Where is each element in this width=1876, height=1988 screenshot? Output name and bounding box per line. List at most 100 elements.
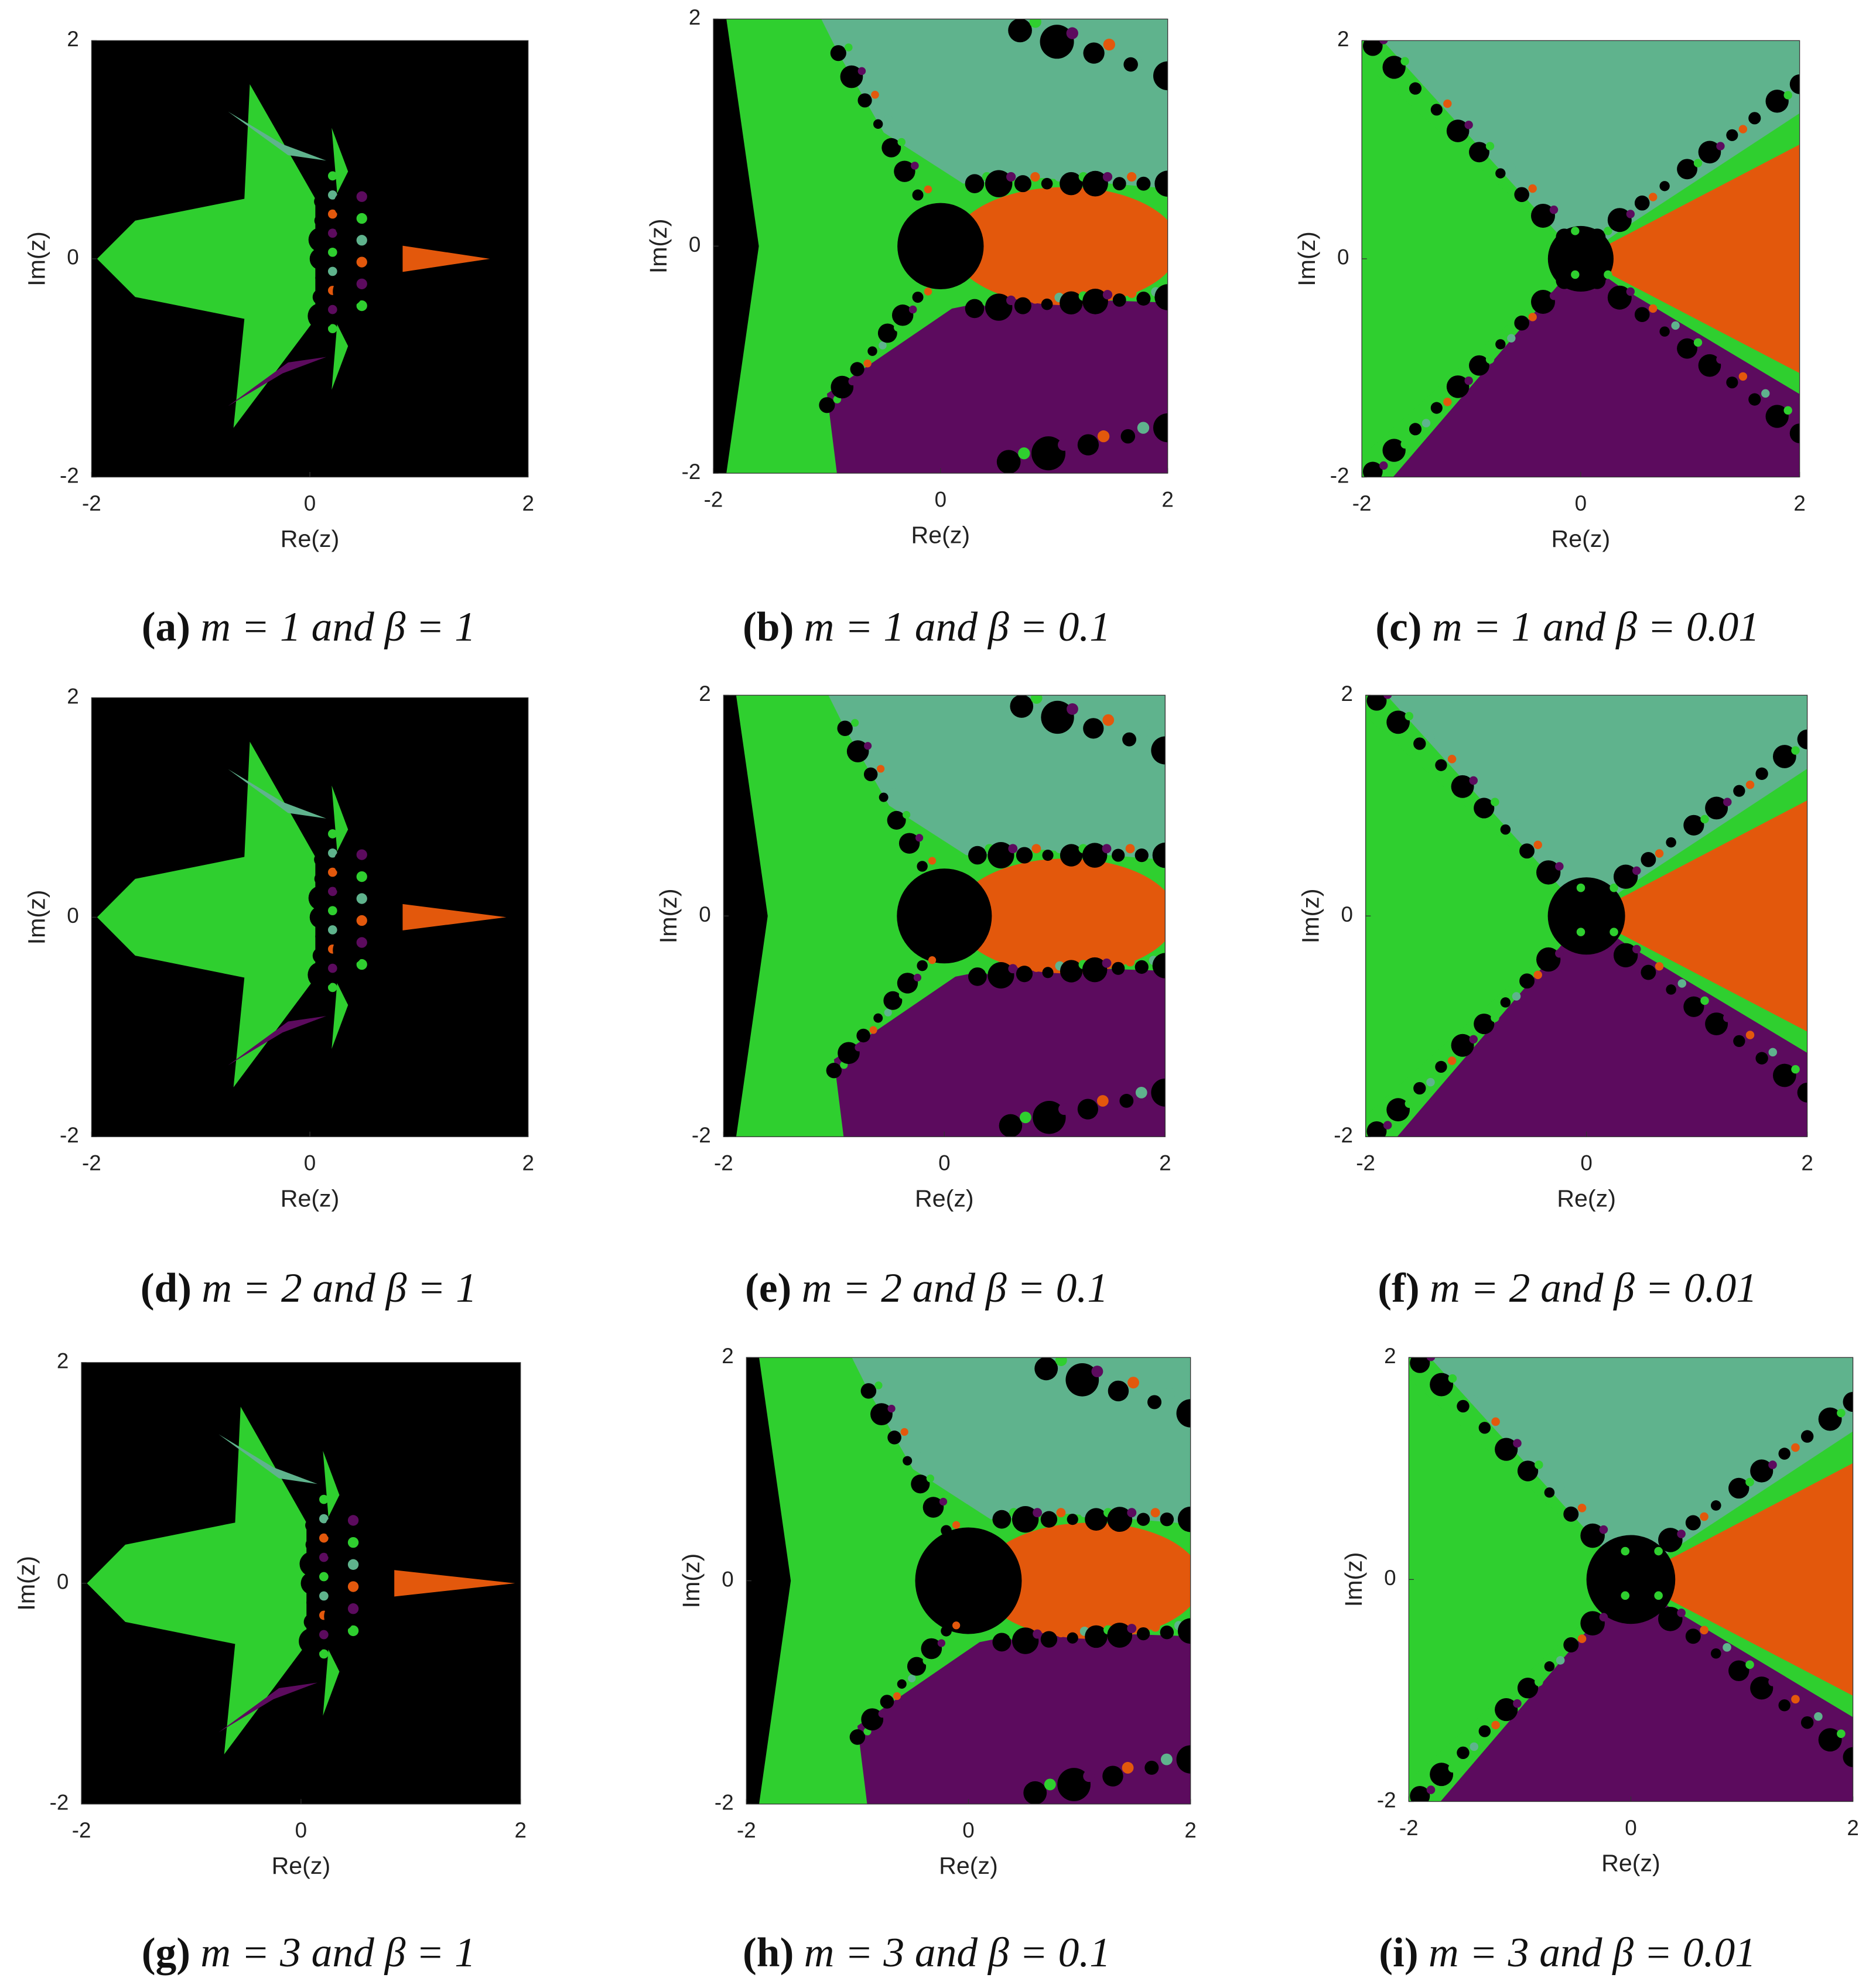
fractal-bead [308,885,333,911]
fractal-bead [315,272,327,284]
fractal-bead [1077,1099,1098,1120]
caption-text: m = 1 and β = 1 [200,604,476,650]
fractal-bead [1082,843,1108,868]
fractal-bead [1797,729,1807,750]
fractal-bead [1382,56,1406,79]
fractal-speck [1860,1747,1868,1756]
fractal-speck [319,1591,329,1601]
fractal-speck [1632,945,1641,954]
fractal-speck [1512,819,1521,828]
fractal-bead [999,1114,1023,1137]
fractal-bead [1478,1422,1491,1434]
fractal-speck [1426,1077,1435,1087]
x-tick-label: 2 [1793,491,1805,515]
fractal-bead [1023,1781,1047,1804]
fractal-bead [324,1601,355,1632]
fractal-speck [1577,1634,1587,1643]
fractal-bead [1478,1725,1491,1737]
basin-turquoise [828,695,1166,860]
fractal-bead [337,961,359,983]
fractal-speck [1791,1695,1800,1704]
fractal-bead [1514,315,1529,331]
fractal-bead [1710,1500,1721,1511]
fractal-bead [1057,1768,1091,1801]
x-tick-label: 0 [1580,1151,1592,1175]
fractal-bead [1151,1078,1166,1107]
fractal-speck [1426,1357,1436,1361]
fractal-speck [1738,372,1748,381]
basin-green [97,84,316,428]
fractal-speck [1464,376,1473,385]
fractal-speck [1122,1761,1134,1774]
fractal-speck [1723,798,1732,806]
fractal-bead [1843,1747,1853,1767]
fractal-bead [1474,798,1495,819]
y-tick-label: 0 [1337,245,1349,269]
fractal-speck [1632,866,1641,875]
fractal-speck [1379,40,1388,45]
fractal-speck [1610,928,1618,936]
basin-turquoise [1430,1357,1853,1580]
fractal-speck [1056,1628,1066,1638]
caption-label: (f) [1378,1265,1419,1311]
fractal-bead [305,1518,319,1532]
caption-text: m = 3 and β = 0.1 [804,1929,1110,1976]
y-tick-label: 2 [1384,1344,1396,1368]
fractal-speck [327,829,337,839]
fractal-speck [869,1026,877,1034]
fractal-speck [1745,1660,1754,1669]
fractal-bead [1112,293,1126,307]
basin-image [713,19,1184,474]
fractal-bead [861,1708,884,1731]
fractal-speck [1513,1439,1522,1448]
fractal-bead [1041,298,1053,310]
x-tick-label: 2 [522,491,534,515]
fractal-bead [312,947,329,964]
fractal-bead [831,375,854,399]
y-tick-label: 2 [1337,27,1349,51]
fractal-bead [309,248,332,270]
x-tick-label: 0 [938,1151,950,1175]
fractal-bead [1659,326,1670,337]
fractal-bead [314,214,327,227]
fractal-bead [894,160,915,182]
fractal-bead [1012,1505,1039,1533]
fractal-bead [830,45,846,61]
fractal-bead [1154,170,1168,197]
fractal-speck [924,288,932,296]
basin-orange [1586,800,1807,1032]
y-axis-label: Im(z) [1297,888,1324,943]
fractal-bead [1514,187,1529,203]
fractal-speck [1716,142,1725,150]
fractal-bead [1728,1660,1749,1681]
fractal-bead [1040,1511,1058,1528]
fractal-bead [907,1657,927,1676]
basin-turquoise [821,19,1168,189]
fractal-speck [1067,703,1078,715]
fractal-speck [1576,928,1585,936]
fractal-bead [1409,423,1422,436]
fractal-bead [1366,1121,1387,1137]
fractal-speck [1528,184,1537,193]
fractal-bead [1634,307,1650,323]
fractal-speck [327,925,337,935]
y-tick-label: -2 [50,1791,69,1815]
fractal-speck [924,185,932,194]
fractal-bead [1010,695,1034,718]
caption-label: (e) [745,1265,791,1311]
fractal-bead [881,138,901,158]
fractal-speck [1738,125,1748,134]
basin-orange [394,1570,515,1597]
basin-purple [1397,916,1807,1137]
fractal-speck [863,359,872,368]
fractal-bead [922,1497,944,1518]
fractal-speck [1175,286,1184,295]
fractal-speck [1814,1426,1823,1435]
fractal-bead [329,1627,350,1650]
basin-turquoise [852,1357,1191,1524]
fractal-speck [1426,733,1435,742]
fractal-speck [1806,74,1815,82]
fractal-bead [1176,1745,1191,1774]
fractal-speck [1723,1013,1732,1022]
fractal-bead [1014,175,1031,193]
